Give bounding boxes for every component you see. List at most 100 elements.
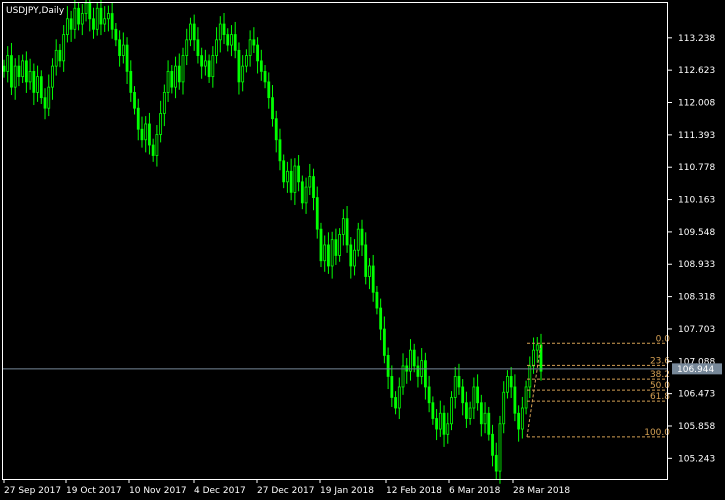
candle-body xyxy=(345,218,349,246)
candle xyxy=(252,27,256,53)
candle xyxy=(244,49,248,73)
candle xyxy=(28,58,32,90)
candle xyxy=(375,285,379,315)
candle-body xyxy=(483,412,487,425)
y-tick-label: 112.008 xyxy=(678,99,715,109)
candle xyxy=(293,158,297,205)
candle-body xyxy=(32,70,36,93)
candle-body xyxy=(412,349,416,367)
candle-body xyxy=(319,228,323,262)
candle-body xyxy=(6,55,10,72)
y-tick-label: 108.318 xyxy=(678,293,715,303)
candle-body xyxy=(39,76,43,99)
candle xyxy=(17,55,21,87)
candle xyxy=(461,379,465,416)
candle xyxy=(121,32,125,64)
candle-body xyxy=(203,60,207,67)
candle xyxy=(394,391,397,415)
candle xyxy=(207,54,211,83)
candle-body xyxy=(386,354,390,377)
candle-body xyxy=(312,176,315,199)
candle-body xyxy=(218,23,222,41)
candle xyxy=(498,415,502,484)
candle xyxy=(364,232,368,285)
candle-body xyxy=(28,70,32,83)
candle xyxy=(442,405,446,447)
candle-body xyxy=(509,376,513,388)
candle xyxy=(472,377,476,420)
candle xyxy=(118,30,122,67)
candle xyxy=(65,6,69,43)
candle-body xyxy=(338,234,342,256)
candle-body xyxy=(453,376,457,398)
candle-body xyxy=(267,81,271,99)
x-tick-label: 27 Sep 2017 xyxy=(4,486,61,496)
y-tick-label: 112.623 xyxy=(678,66,715,76)
candle-body xyxy=(334,239,338,256)
candle xyxy=(192,14,196,51)
x-axis: 27 Sep 2017 19 Oct 2017 10 Nov 2017 4 Dec 2… xyxy=(3,479,570,496)
y-tick-label: 111.393 xyxy=(678,131,715,141)
candle xyxy=(151,138,155,162)
candle-body xyxy=(166,70,170,93)
candle xyxy=(502,381,506,434)
candle-body xyxy=(226,34,230,46)
candle-body xyxy=(140,128,144,141)
y-axis: 113.238 112.623 112.008 111.393 110.778 110.1… xyxy=(668,34,715,464)
candle xyxy=(185,28,189,66)
candle-body xyxy=(174,65,177,88)
candle xyxy=(312,168,315,211)
candle xyxy=(155,125,159,167)
candle xyxy=(390,365,394,407)
candle xyxy=(450,391,453,431)
plot-frame xyxy=(2,2,668,480)
y-tick-label: 107.703 xyxy=(678,325,715,335)
candle xyxy=(386,347,390,390)
candle xyxy=(286,161,289,193)
candle xyxy=(69,10,73,42)
candle-body xyxy=(368,265,371,277)
candle-body xyxy=(330,239,334,267)
candle-body xyxy=(353,249,356,267)
candle-body xyxy=(125,44,129,72)
y-tick-label: 106.473 xyxy=(678,390,715,400)
candle xyxy=(423,352,427,400)
candle xyxy=(58,44,62,68)
candle xyxy=(259,49,263,81)
candle-body xyxy=(382,328,386,356)
fib-level-label: 23.6 xyxy=(650,356,670,366)
candle xyxy=(274,110,278,153)
candle-body xyxy=(118,39,122,56)
candle xyxy=(304,177,308,214)
candle-body xyxy=(300,181,304,204)
candle xyxy=(271,85,274,127)
candle-body xyxy=(390,376,394,398)
candle-body xyxy=(133,92,136,109)
candle xyxy=(159,100,163,143)
candle xyxy=(509,366,513,399)
candle-body xyxy=(278,139,282,162)
candle xyxy=(368,258,371,290)
candle xyxy=(114,22,118,47)
x-tick-label: 4 Dec 2017 xyxy=(194,486,246,496)
candle xyxy=(211,46,215,88)
candle xyxy=(6,46,10,83)
candle-body xyxy=(189,23,192,41)
candle xyxy=(297,155,301,192)
fib-trend-line xyxy=(526,343,542,437)
candle xyxy=(62,25,66,72)
candle-body xyxy=(423,360,427,388)
candle xyxy=(230,25,233,57)
candle xyxy=(51,58,54,100)
candle xyxy=(80,4,84,36)
candle-body xyxy=(461,386,465,404)
candle xyxy=(397,377,401,420)
x-tick-label: 19 Oct 2017 xyxy=(66,486,122,496)
candle-body xyxy=(435,418,438,430)
candle xyxy=(528,356,532,399)
candle xyxy=(282,154,286,189)
candle xyxy=(218,16,222,53)
candle-body xyxy=(110,13,114,30)
candle xyxy=(438,400,442,437)
candle-body xyxy=(230,34,233,46)
